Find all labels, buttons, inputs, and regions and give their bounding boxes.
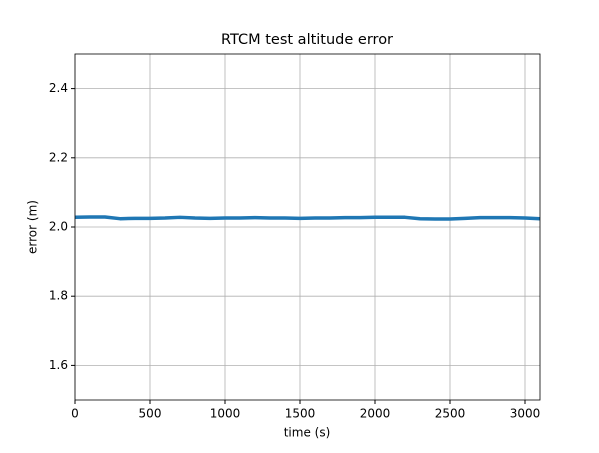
- x-tick-label: 500: [139, 407, 162, 421]
- x-tick-label: 1000: [210, 407, 241, 421]
- data-line: [74, 215, 541, 221]
- y-tick-label: 2.2: [49, 150, 68, 164]
- plot-frame: [74, 53, 541, 401]
- x-tick-label: 1500: [285, 407, 316, 421]
- x-tick-label: 0: [71, 407, 79, 421]
- x-tick-label: 2000: [360, 407, 391, 421]
- y-tick-label: 1.6: [49, 358, 68, 372]
- x-tick-label: 2500: [435, 407, 466, 421]
- y-tick-label: 2.4: [49, 81, 68, 95]
- x-axis-label: time (s): [284, 426, 331, 440]
- x-tick-label: 3000: [510, 407, 541, 421]
- chart-title: RTCM test altitude error: [221, 32, 393, 48]
- y-tick-label: 2.0: [49, 220, 68, 234]
- y-tick-label: 1.8: [49, 289, 68, 303]
- y-axis-label: error (m): [26, 200, 40, 254]
